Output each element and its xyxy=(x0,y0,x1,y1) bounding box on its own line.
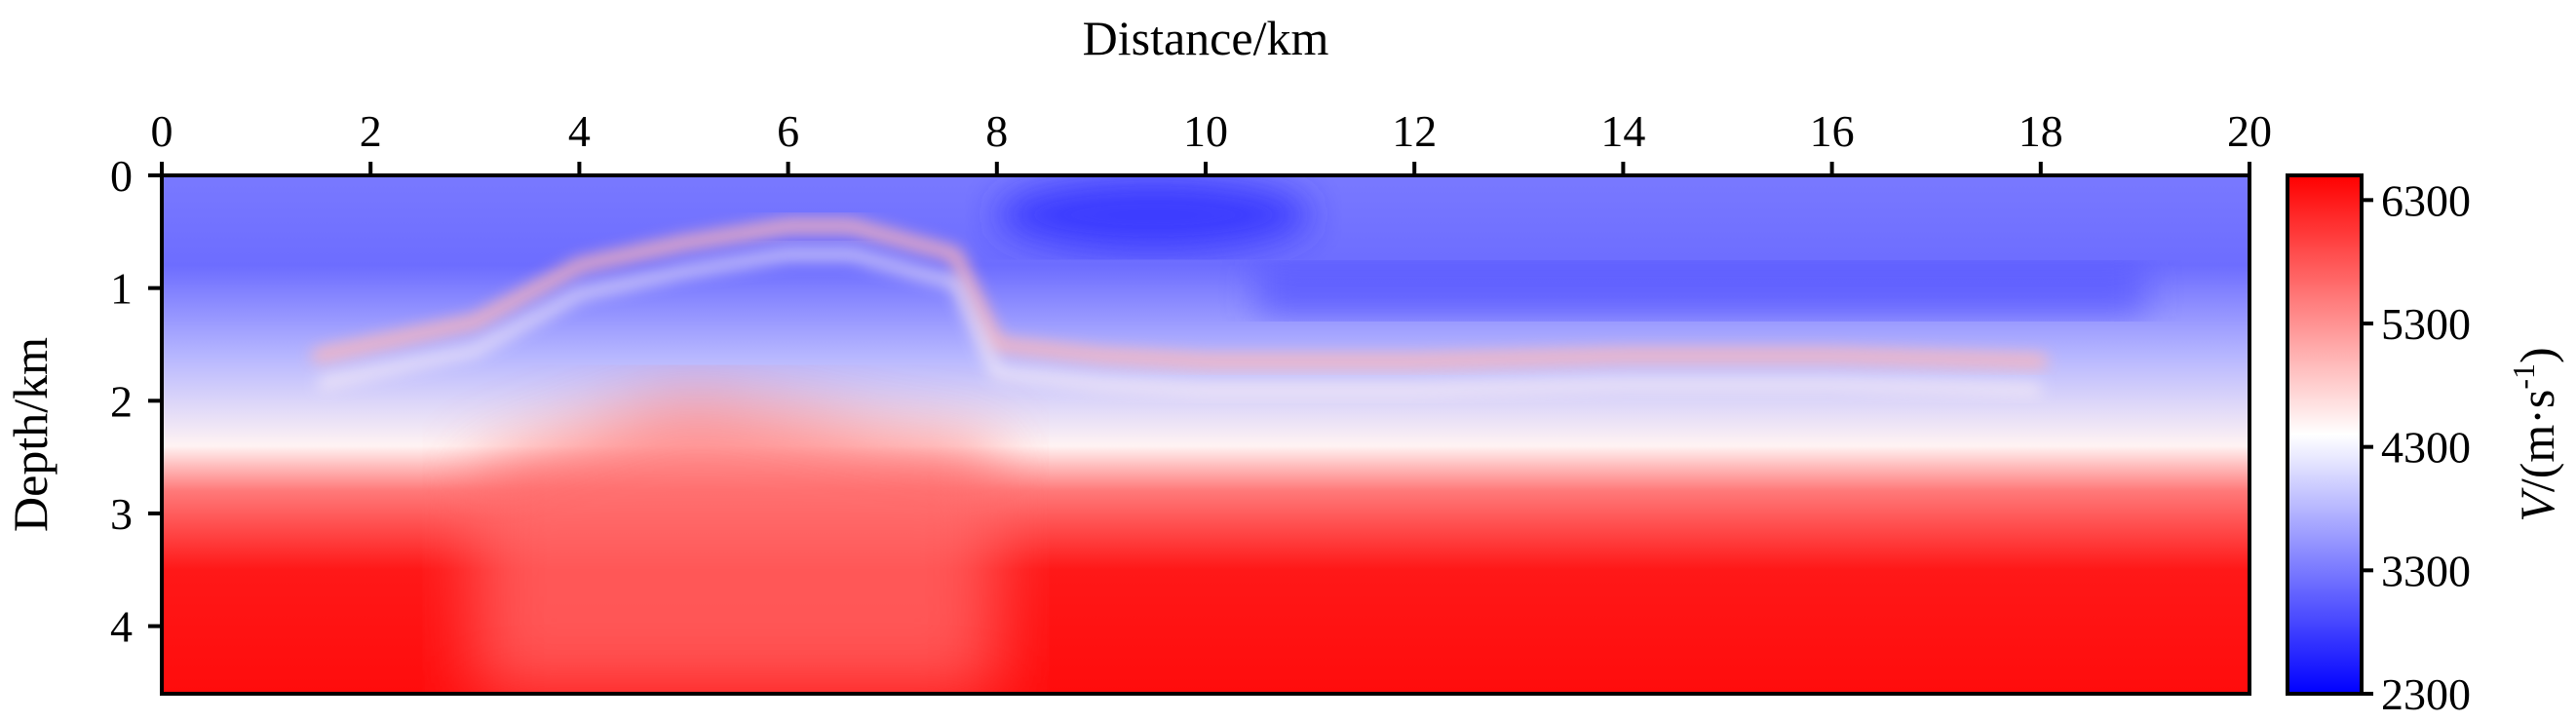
x-tick-label: 4 xyxy=(568,106,591,156)
y-tick-label: 2 xyxy=(110,376,133,426)
colorbar-label: V/(m·s-1) xyxy=(2506,347,2564,521)
colorbar-label-unit: /(m·s xyxy=(2510,390,2564,493)
uplift-dome-region xyxy=(475,395,997,694)
reflector-line-secondary xyxy=(317,247,2041,396)
x-tick-label: 12 xyxy=(1392,106,1437,156)
x-axis: 0 2 4 6 8 10 12 14 16 18 20 xyxy=(151,106,2272,175)
colorbar-tick-label: 2300 xyxy=(2381,669,2471,719)
y-axis-title: Depth/km xyxy=(3,337,58,532)
x-tick-label: 16 xyxy=(1810,106,1855,156)
colorbar-gradient xyxy=(2286,173,2364,696)
x-tick-label: 8 xyxy=(985,106,1008,156)
colorbar-ticks: 2300 3300 4300 5300 6300 xyxy=(2362,175,2471,719)
y-tick-label: 1 xyxy=(110,264,133,314)
x-tick-label: 10 xyxy=(1183,106,1228,156)
colorbar-tick-label: 3300 xyxy=(2381,546,2471,595)
x-tick-label: 6 xyxy=(777,106,799,156)
low-velocity-lens xyxy=(996,177,1311,252)
y-tick-label: 0 xyxy=(110,151,133,201)
colorbar: 2300 3300 4300 5300 6300 V/(m·s-1) xyxy=(2286,173,2564,719)
x-tick-label: 2 xyxy=(360,106,382,156)
reflector-line xyxy=(311,219,2048,368)
heatmap-plot xyxy=(162,175,2249,694)
velocity-features xyxy=(311,177,2145,694)
x-tick-label: 20 xyxy=(2227,106,2272,156)
low-velocity-band xyxy=(1257,265,2145,317)
colorbar-label-symbol: V xyxy=(2510,487,2564,522)
colorbar-label-close: ) xyxy=(2510,347,2564,363)
y-tick-label: 4 xyxy=(110,602,133,652)
x-axis-title: Distance/km xyxy=(1083,11,1329,65)
x-tick-label: 18 xyxy=(2019,106,2063,156)
colorbar-tick-label: 6300 xyxy=(2381,175,2471,225)
y-axis: 0 1 2 3 4 xyxy=(110,151,162,652)
colorbar-label-exponent: -1 xyxy=(2506,363,2541,390)
colorbar-tick-label: 4300 xyxy=(2381,423,2471,473)
x-tick-label: 0 xyxy=(151,106,173,156)
colorbar-tick-label: 5300 xyxy=(2381,299,2471,349)
x-tick-label: 14 xyxy=(1600,106,1645,156)
y-tick-label: 3 xyxy=(110,489,133,539)
